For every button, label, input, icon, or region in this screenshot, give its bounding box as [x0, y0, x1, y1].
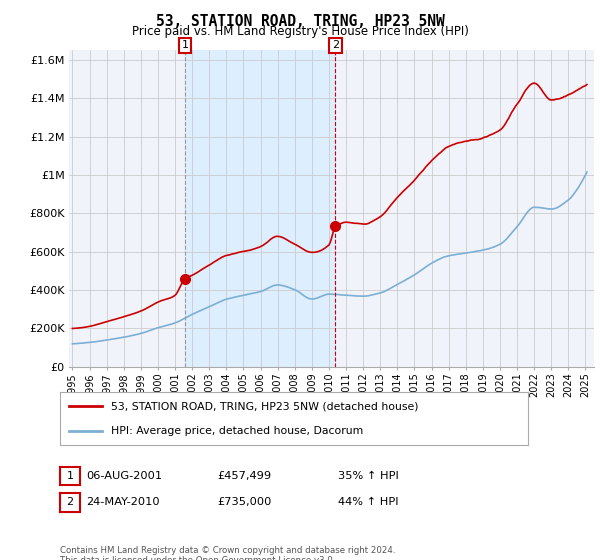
Text: 53, STATION ROAD, TRING, HP23 5NW (detached house): 53, STATION ROAD, TRING, HP23 5NW (detac… — [112, 402, 419, 412]
Text: 06-AUG-2001: 06-AUG-2001 — [86, 471, 162, 481]
Text: 2: 2 — [67, 497, 73, 507]
Text: 53, STATION ROAD, TRING, HP23 5NW: 53, STATION ROAD, TRING, HP23 5NW — [155, 14, 445, 29]
Text: £457,499: £457,499 — [218, 471, 272, 481]
Text: Price paid vs. HM Land Registry's House Price Index (HPI): Price paid vs. HM Land Registry's House … — [131, 25, 469, 38]
Text: 44% ↑ HPI: 44% ↑ HPI — [338, 497, 398, 507]
Text: Contains HM Land Registry data © Crown copyright and database right 2024.
This d: Contains HM Land Registry data © Crown c… — [60, 546, 395, 560]
Text: 1: 1 — [181, 40, 188, 50]
Text: HPI: Average price, detached house, Dacorum: HPI: Average price, detached house, Daco… — [112, 426, 364, 436]
Text: 2: 2 — [332, 40, 339, 50]
Bar — [185, 50, 335, 367]
Text: 35% ↑ HPI: 35% ↑ HPI — [338, 471, 398, 481]
Text: 1: 1 — [67, 471, 73, 481]
Text: 24-MAY-2010: 24-MAY-2010 — [86, 497, 160, 507]
Text: £735,000: £735,000 — [218, 497, 272, 507]
